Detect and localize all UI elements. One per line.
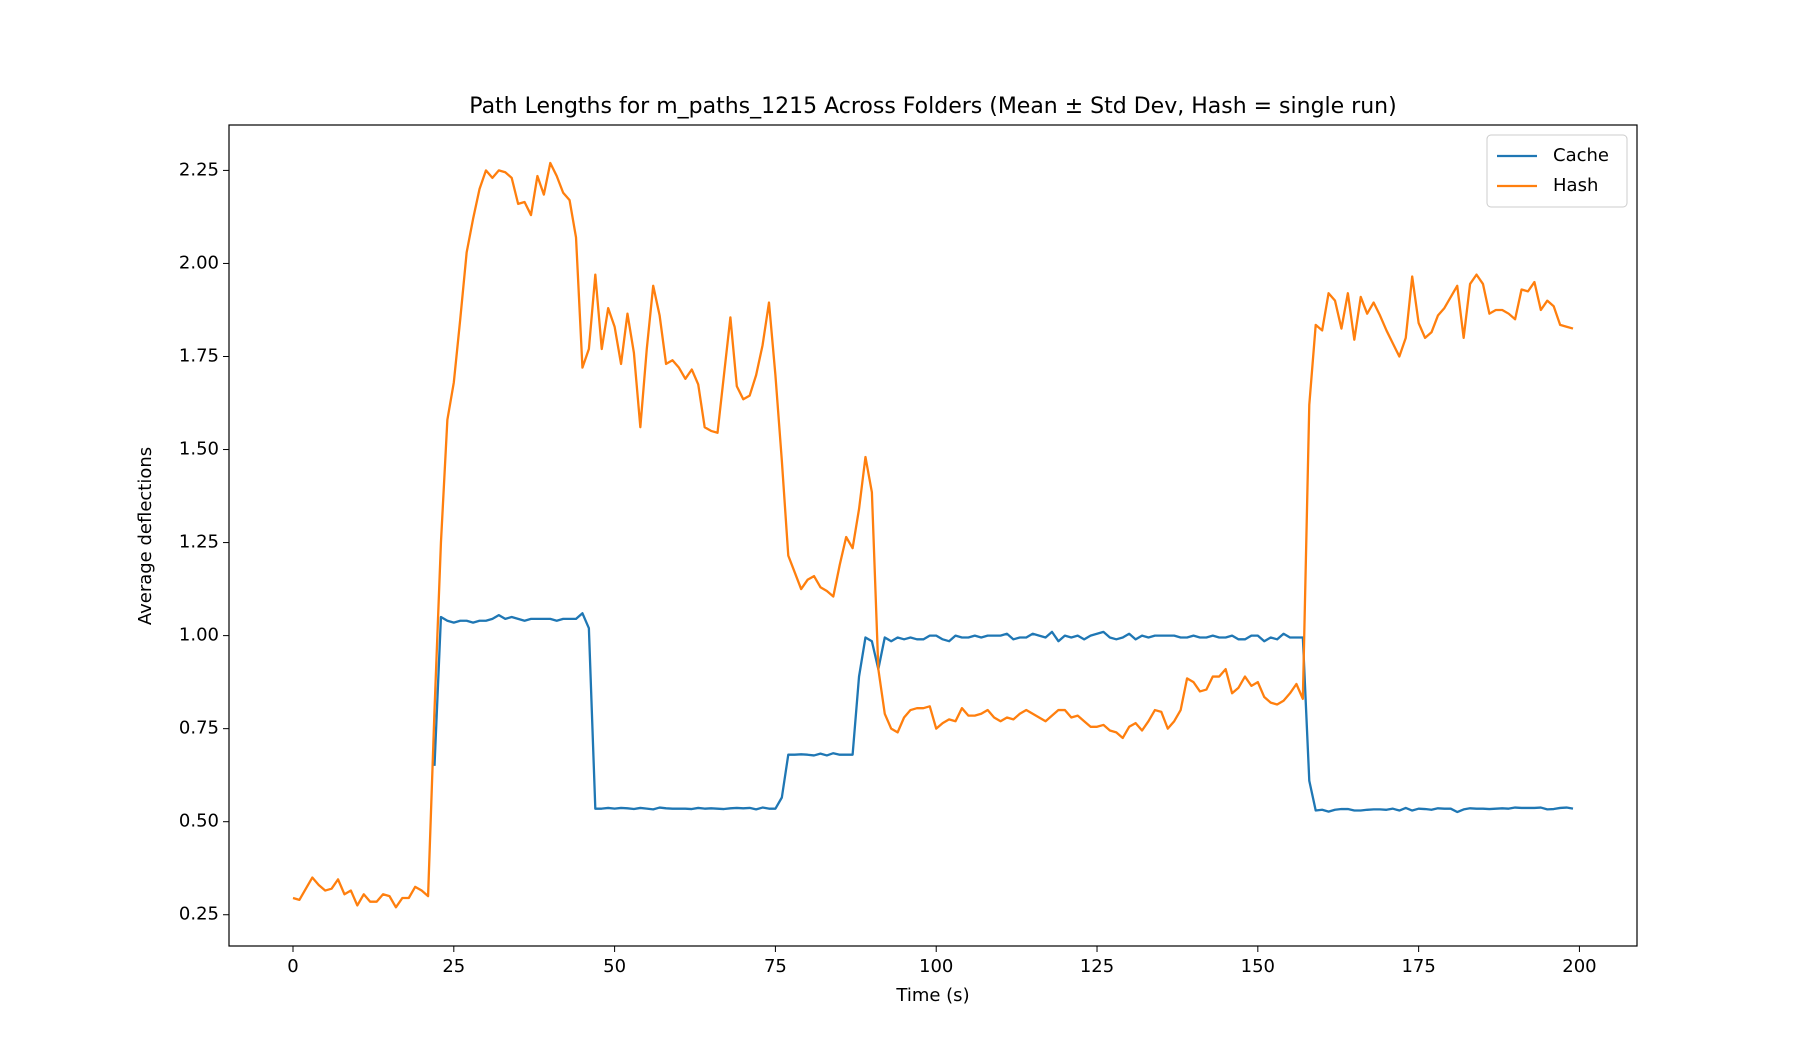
y-tick-label: 0.50: [179, 811, 219, 832]
x-tick-label: 150: [1241, 956, 1275, 977]
x-tick-label: 175: [1401, 956, 1435, 977]
y-tick-label: 1.75: [179, 345, 219, 366]
x-tick-label: 75: [764, 956, 787, 977]
y-axis-label: Average deflections: [135, 447, 156, 625]
x-tick-label: 200: [1562, 956, 1596, 977]
legend-box: [1486, 134, 1628, 208]
y-tick-label: 0.75: [179, 718, 219, 739]
x-tick-label: 100: [919, 956, 953, 977]
series-line: [292, 161, 1574, 909]
plot-frame: [228, 124, 1638, 947]
x-tick-label: 50: [603, 956, 626, 977]
x-tick-label: 25: [442, 956, 465, 977]
legend-label: Hash: [1553, 175, 1598, 196]
y-tick-label: 1.25: [179, 532, 219, 553]
series-line: [433, 612, 1574, 814]
x-tick-label: 0: [287, 956, 298, 977]
x-axis-label: Time (s): [895, 985, 969, 1006]
y-tick-label: 2.25: [179, 159, 219, 180]
y-tick-label: 1.00: [179, 625, 219, 646]
y-tick-label: 2.00: [179, 252, 219, 273]
chart-title: Path Lengths for m_paths_1215 Across Fol…: [469, 94, 1396, 119]
y-tick-label: 0.25: [179, 904, 219, 925]
legend-label: Cache: [1553, 145, 1609, 166]
y-tick-label: 1.50: [179, 439, 219, 460]
x-tick-label: 125: [1080, 956, 1114, 977]
